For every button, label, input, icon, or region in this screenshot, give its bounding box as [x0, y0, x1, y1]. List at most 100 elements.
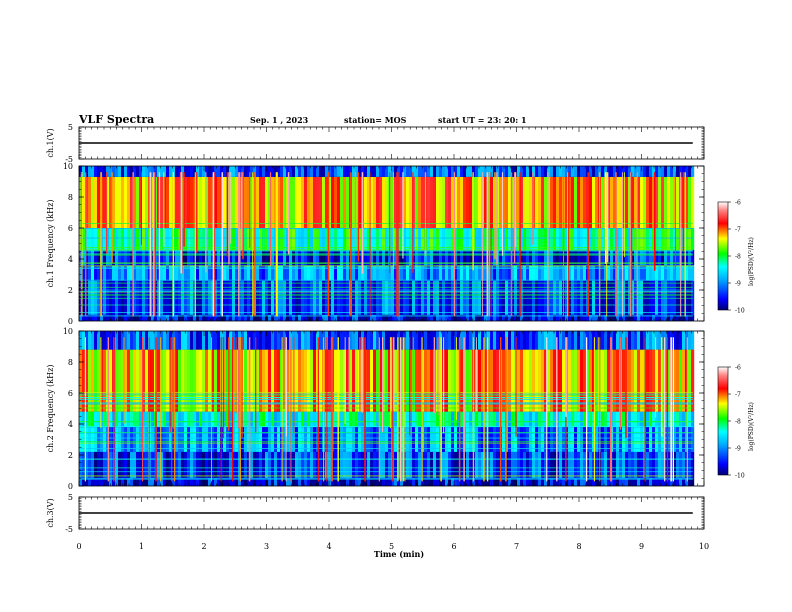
spectrogram-cell: [190, 249, 194, 266]
spectrogram-cell: [430, 478, 434, 486]
spectrogram-cell: [88, 349, 92, 412]
spectrogram-cell: [202, 176, 206, 228]
spectrogram-cell: [358, 176, 362, 228]
spectrogram-cell: [328, 331, 332, 350]
spectrogram-cell: [127, 314, 131, 321]
spectrogram-cell: [646, 176, 650, 228]
spectrogram-cell: [541, 451, 545, 479]
spectrogram-cell: [625, 280, 629, 315]
spectrogram-cell: [637, 478, 641, 486]
spectrogram-cell: [460, 228, 464, 250]
spectrogram-cell: [430, 249, 434, 266]
spectrogram-cell: [133, 176, 137, 228]
spectrogram-cell: [223, 451, 227, 479]
spectrogram-cell: [520, 228, 524, 250]
spectrogram-cell: [370, 166, 374, 177]
spectrogram-cell: [559, 249, 563, 266]
spectrogram-cell: [241, 427, 245, 452]
spectrogram-cell: [343, 478, 347, 486]
spectrogram-cell: [445, 228, 449, 250]
spectrogram-cell: [307, 478, 311, 486]
spectrogram-cell: [649, 411, 653, 428]
spectrogram-cell: [139, 176, 143, 228]
spectrogram-cell: [235, 176, 239, 228]
spectrogram-cell: [283, 411, 287, 428]
spectrogram-cell: [109, 176, 113, 228]
spectrogram-cell: [442, 280, 446, 315]
spectrogram-cell: [241, 478, 245, 486]
spectrogram-cell: [595, 314, 599, 321]
spectrogram-cell: [622, 314, 626, 321]
spectrogram-cell: [505, 166, 509, 177]
spectrogram-cell: [259, 478, 263, 486]
spectrogram-cell: [160, 314, 164, 321]
panel-1-ylabel: ch.1 Frequency (kHz): [46, 200, 55, 288]
spectrogram-cell: [187, 228, 191, 250]
spectrogram-cell: [637, 314, 641, 321]
spectrogram-cell: [241, 314, 245, 321]
xtick-label: 0: [76, 542, 81, 551]
spectrogram-cell: [346, 280, 350, 315]
spectrogram-cell: [385, 314, 389, 321]
spectrogram-cell: [568, 166, 572, 177]
spectrogram-cell: [166, 451, 170, 479]
spectrogram-cell: [631, 314, 635, 321]
spectrogram-cell: [490, 427, 494, 452]
spectrogram-cell: [535, 451, 539, 479]
spectrogram-cell: [391, 265, 395, 281]
spectrogram-cell: [94, 314, 98, 321]
spectrogram-cell: [415, 176, 419, 228]
spectrogram-cell: [394, 427, 398, 452]
spectrogram-cell: [493, 427, 497, 452]
spectrogram-cell: [271, 228, 275, 250]
spectrogram-cell: [457, 451, 461, 479]
spectrogram-cell: [565, 249, 569, 266]
spectrogram-cell: [187, 331, 191, 350]
spectrogram-cell: [163, 411, 167, 428]
spectrogram-cell: [637, 331, 641, 350]
panel-1-ytick-label: 10: [63, 162, 73, 171]
spectrogram-cell: [115, 427, 119, 452]
spectrogram-cell: [295, 314, 299, 321]
spectrogram-cell: [88, 427, 92, 452]
spectrogram-cell: [280, 166, 284, 177]
spectrogram-cell: [406, 451, 410, 479]
spectrogram-cell: [601, 331, 605, 350]
spectrogram-cell: [454, 280, 458, 315]
spectrogram-cell: [616, 314, 620, 321]
spectrogram-cell: [286, 249, 290, 266]
spectrogram-cell: [517, 331, 521, 350]
spectrogram-cell: [523, 228, 527, 250]
spectrogram-cell: [292, 249, 296, 266]
spectrogram-cell: [133, 166, 137, 177]
spectrogram-cell: [133, 478, 137, 486]
spectrogram-cell: [328, 228, 332, 250]
spectrogram-cell: [304, 280, 308, 315]
spectrogram-cell: [130, 176, 134, 228]
spectrogram-cell: [589, 411, 593, 428]
spectrogram-cell: [616, 280, 620, 315]
spectrogram-cell: [589, 349, 593, 412]
spectrogram-cell: [289, 176, 293, 228]
spectrogram-cell: [157, 451, 161, 479]
xtick-label: 2: [201, 542, 206, 551]
spectrogram-cell: [520, 176, 524, 228]
spectrogram-cell: [316, 349, 320, 412]
panel-2-ytick-label: 2: [68, 451, 73, 460]
spectrogram-cell: [181, 478, 185, 486]
spectrogram-cell: [340, 478, 344, 486]
spectrogram-cell: [463, 265, 467, 281]
spectrogram-cell: [373, 249, 377, 266]
spectrogram-cell: [604, 280, 608, 315]
spectrogram-cell: [682, 249, 686, 266]
spectrogram-cell: [466, 478, 470, 486]
spectrogram-cell: [106, 331, 110, 350]
spectrogram-cell: [343, 349, 347, 412]
spectrogram-cell: [691, 427, 695, 452]
spectrogram-cell: [676, 427, 680, 452]
spectrogram-cell: [565, 176, 569, 228]
spectrogram-cell: [352, 451, 356, 479]
spectrogram-cell: [529, 314, 533, 321]
spectrogram-cell: [238, 314, 242, 321]
spectrogram-cell: [448, 331, 452, 350]
